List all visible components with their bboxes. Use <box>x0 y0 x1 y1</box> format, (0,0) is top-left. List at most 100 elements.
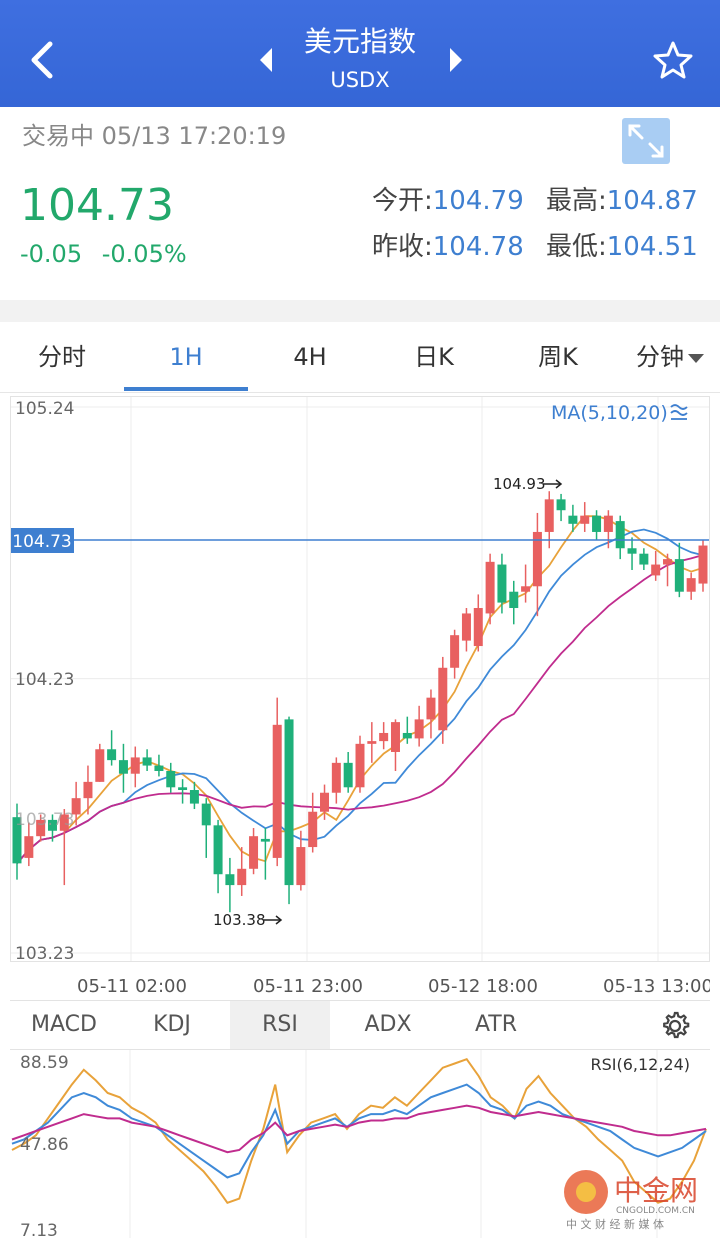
candle-up <box>95 749 105 782</box>
x-tick-4: 05-13 13:00 <box>603 976 710 997</box>
ma-selector[interactable]: MA(5,10,20) <box>551 402 688 424</box>
gear-icon[interactable] <box>660 1011 690 1041</box>
rsi-y-bottom: 7.13 <box>20 1221 58 1238</box>
tab-4h[interactable]: 4H <box>293 343 327 371</box>
prev-icon[interactable] <box>256 46 276 74</box>
candle-up <box>698 545 708 584</box>
high-arrow-icon <box>543 479 563 489</box>
rsi12-line <box>11 1083 707 1179</box>
change-value: -0.05 <box>20 240 83 268</box>
candle-down <box>47 819 57 831</box>
prev-close-stat: 昨收:104.78 <box>372 230 524 264</box>
ma10-line <box>16 528 704 864</box>
candle-down <box>107 749 117 761</box>
next-icon[interactable] <box>446 46 466 74</box>
tab-minute-label: 分钟 <box>636 343 684 371</box>
low-label: 最低: <box>546 232 607 262</box>
tab-kdj[interactable]: KDJ <box>153 1012 191 1037</box>
section-divider <box>0 300 720 322</box>
candle-up <box>130 757 140 774</box>
candle-down <box>343 762 353 788</box>
watermark: 中金网 CNGOLD.COM.CN 中 文 财 经 新 媒 体 <box>562 1166 712 1232</box>
candle-up <box>237 868 247 886</box>
tab-daily[interactable]: 日K <box>414 343 454 371</box>
rsi-y-top: 88.59 <box>20 1053 69 1073</box>
low-annotation: 103.38 <box>213 911 266 929</box>
candle-down <box>201 803 211 826</box>
rsi-chart[interactable]: 88.59 47.86 7.13 RSI(6,12,24) <box>10 1050 710 1238</box>
candle-up <box>651 564 661 576</box>
candle-up <box>83 781 93 799</box>
low-arrow-icon <box>263 915 283 925</box>
rsi24-line <box>11 1104 707 1154</box>
page-title: 美元指数 <box>303 25 416 58</box>
tab-minute[interactable]: 分钟 <box>620 322 720 392</box>
candle-up <box>367 741 377 744</box>
prev-close-value: 104.78 <box>432 232 524 262</box>
tab-weekly[interactable]: 周K <box>538 343 578 371</box>
y-tick-bottom: 103.23 <box>15 944 74 961</box>
ma-toggle-icon <box>670 404 688 420</box>
star-icon[interactable] <box>652 40 694 80</box>
candle-up <box>461 613 471 641</box>
active-tab-indicator <box>124 387 248 391</box>
candle-up <box>521 586 531 592</box>
watermark-brand: 中金网 <box>614 1174 698 1207</box>
candle-up <box>414 719 424 739</box>
candle-down <box>639 553 649 565</box>
candle-up <box>390 722 400 752</box>
high-annotation: 104.93 <box>493 475 546 493</box>
open-label: 今开: <box>372 186 433 216</box>
prev-close-label: 昨收: <box>372 232 433 262</box>
tab-rsi[interactable]: RSI <box>230 1001 330 1049</box>
chart-overlay: 104.73 105.24 104.23 103.23 103.73 MA(5,… <box>11 399 709 964</box>
candle-down <box>189 790 199 804</box>
chart-grid <box>11 397 709 961</box>
kline-chart[interactable]: 104.73 105.24 104.23 103.23 103.73 MA(5,… <box>10 396 710 964</box>
expand-icon <box>628 124 664 158</box>
moving-averages <box>16 515 704 864</box>
current-price-tag <box>11 528 74 553</box>
candle-down <box>497 564 507 603</box>
candle-down <box>402 732 412 739</box>
tab-atr[interactable]: ATR <box>474 1012 518 1037</box>
indicator-tabs: MACD KDJ RSI ADX ATR <box>10 1000 710 1050</box>
candle-up <box>249 836 259 869</box>
candle-up <box>485 561 495 614</box>
y-tick-mid: 104.23 <box>15 670 74 690</box>
rsi-label: RSI(6,12,24) <box>590 1055 690 1074</box>
candle-up <box>296 847 306 886</box>
rsi6-line <box>11 1058 707 1204</box>
kline-svg: 104.73 105.24 104.23 103.23 103.73 MA(5,… <box>11 397 709 964</box>
tab-macd[interactable]: MACD <box>31 1012 97 1037</box>
rsi-lines <box>11 1058 707 1204</box>
low-stat: 最低:104.51 <box>546 230 698 264</box>
candle-up <box>473 608 483 647</box>
fullscreen-button[interactable] <box>622 118 670 164</box>
watermark-domain: CNGOLD.COM.CN <box>616 1206 695 1216</box>
candle-up <box>320 792 330 812</box>
high-value: 104.87 <box>606 186 698 216</box>
candle-down <box>118 760 128 774</box>
app-header: 美元指数 USDX <box>0 0 720 107</box>
period-tabs: 分时 1H 4H 日K 周K 分钟 <box>0 322 720 393</box>
candle-up <box>71 798 81 815</box>
candle-down <box>178 787 188 791</box>
candle-up <box>24 836 34 858</box>
tab-1h[interactable]: 1H <box>169 343 203 371</box>
candle-up <box>603 515 613 532</box>
tab-adx[interactable]: ADX <box>364 1012 412 1037</box>
candle-down <box>213 825 223 875</box>
candle-down <box>674 559 684 592</box>
candle-down <box>509 591 519 609</box>
back-icon[interactable] <box>24 38 64 82</box>
candle-down <box>154 765 164 771</box>
candles <box>12 491 708 913</box>
candle-up <box>426 697 436 720</box>
price-change: -0.05 -0.05% <box>20 238 187 270</box>
tab-timeshare[interactable]: 分时 <box>38 343 86 371</box>
candle-up <box>331 762 341 793</box>
candle-down <box>260 838 270 842</box>
rsi-grid <box>129 1050 658 1238</box>
candle-up <box>532 531 542 587</box>
